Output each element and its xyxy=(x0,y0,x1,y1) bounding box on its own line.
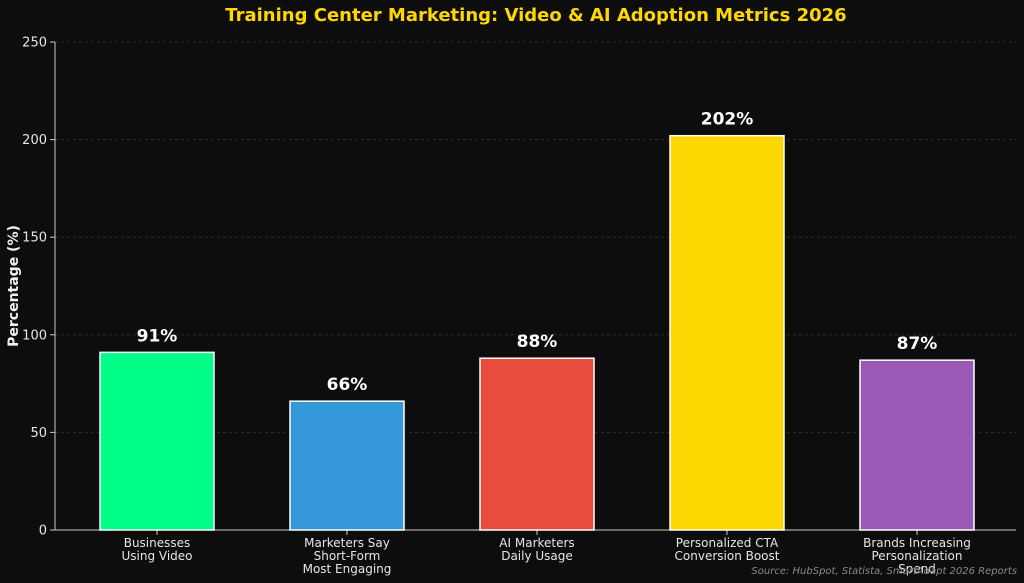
bar xyxy=(99,351,215,531)
x-tick-label: Conversion Boost xyxy=(675,549,780,563)
y-tick-label: 150 xyxy=(22,231,47,246)
x-tick-label: Personalized CTA xyxy=(676,536,779,550)
source-note: Source: HubSpot, Statista, SmartAdapt 20… xyxy=(751,566,1017,577)
bar-value-label: 91% xyxy=(137,326,178,346)
x-tick-label: Short-Form xyxy=(314,549,381,563)
bar-value-label: 87% xyxy=(897,334,938,354)
y-tick-label: 100 xyxy=(22,328,47,343)
bar xyxy=(289,400,405,531)
x-tick-label: AI Marketers xyxy=(499,536,574,550)
x-tick-label: Brands Increasing xyxy=(863,536,971,550)
bar xyxy=(669,134,785,531)
value-labels: 91% 66% 88% 202% 87% xyxy=(137,110,938,395)
bars xyxy=(99,134,975,531)
bar-value-label: 66% xyxy=(327,375,368,395)
y-tick-label: 50 xyxy=(30,426,47,441)
bar xyxy=(479,357,595,531)
y-tick-label: 200 xyxy=(22,133,47,148)
bar-value-label: 202% xyxy=(701,110,754,130)
x-tick-label: Spend xyxy=(898,562,936,576)
x-tick-label: Personalization xyxy=(872,549,963,563)
x-tick-label: Most Engaging xyxy=(303,562,392,576)
bar xyxy=(859,359,975,531)
chart-title: Training Center Marketing: Video & AI Ad… xyxy=(225,5,846,26)
y-tick-label: 250 xyxy=(22,36,47,51)
bar-value-label: 88% xyxy=(517,332,558,352)
y-tick-label: 0 xyxy=(39,524,47,539)
x-tick-label: Marketers Say xyxy=(304,536,390,550)
y-axis-label: Percentage (%) xyxy=(6,225,22,347)
x-tick-label: Using Video xyxy=(121,549,192,563)
x-tick-label: Businesses xyxy=(124,536,191,550)
x-tick-label: Daily Usage xyxy=(501,549,573,563)
